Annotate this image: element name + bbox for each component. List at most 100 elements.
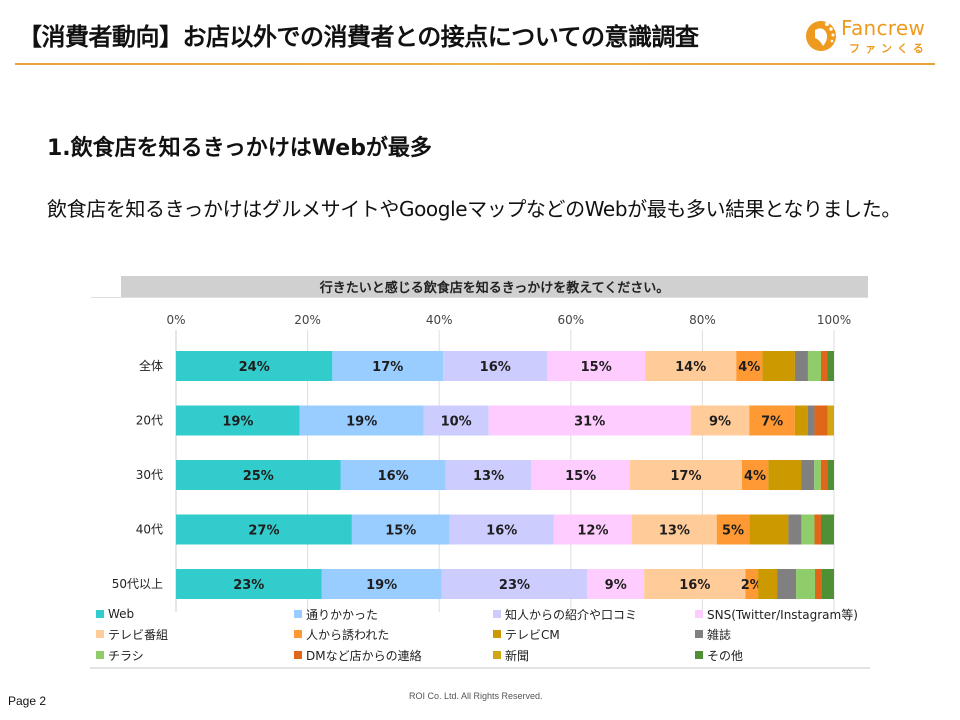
data-label: 4%	[744, 469, 766, 484]
legend-swatch	[96, 630, 104, 638]
legend-divider	[90, 667, 870, 669]
legend-label: 雑誌	[707, 627, 732, 642]
data-label: 24%	[239, 360, 270, 375]
data-label: 16%	[480, 360, 511, 375]
bar-segment	[547, 351, 646, 381]
data-label: 31%	[574, 415, 605, 430]
legend-swatch	[695, 651, 703, 659]
legend-swatch	[294, 610, 302, 618]
bar-segment	[801, 514, 815, 545]
bar-segment	[644, 569, 746, 599]
legend-swatch	[493, 651, 501, 659]
legend-swatch	[96, 651, 104, 659]
category-label: 全体	[139, 358, 163, 373]
data-label: 16%	[679, 578, 710, 593]
x-tick-label: 0%	[166, 313, 185, 327]
legend-item: 通りかかった	[294, 606, 378, 622]
chart-title: 行きたいと感じる飲食店を知るきっかけを教えてください。	[319, 281, 670, 296]
bar-segment	[630, 460, 742, 490]
legend-label: チラシ	[108, 648, 144, 663]
bar-segment	[351, 514, 450, 545]
logo-kana: ファンくる	[849, 42, 929, 55]
data-label: 23%	[233, 578, 264, 593]
data-label: 7%	[761, 415, 783, 430]
data-label: 12%	[577, 524, 608, 539]
bar-segment	[553, 514, 633, 545]
data-label: 15%	[581, 360, 612, 375]
data-label: 15%	[385, 524, 416, 539]
legend-swatch	[294, 651, 302, 659]
legend-item: 雑誌	[695, 626, 731, 642]
bar-segment	[741, 460, 769, 490]
bar-segment	[736, 351, 763, 381]
bar-segment	[445, 460, 532, 490]
legend-swatch	[493, 610, 501, 618]
bar-segment	[821, 569, 834, 599]
bar-segment	[449, 514, 554, 545]
page-title: 【消費者動向】お店以外での消費者との接点についての意識調査	[18, 23, 699, 51]
data-label: 15%	[565, 469, 596, 484]
bar-segment	[423, 405, 489, 436]
data-label: 27%	[248, 524, 279, 539]
page-number: Page 2	[8, 694, 47, 708]
bar-segment	[820, 514, 834, 545]
bar-segment	[794, 351, 808, 381]
legend-label: その他	[707, 648, 744, 663]
data-label: 16%	[486, 524, 517, 539]
data-label: 17%	[372, 360, 403, 375]
legend-label: DMなど店からの連絡	[306, 648, 422, 663]
bar-segment	[807, 405, 815, 436]
legend-label: Web	[108, 607, 135, 621]
bar-segment	[749, 514, 789, 545]
bar-row: 27% 15% 16% 12% 13% 5%	[176, 514, 834, 545]
bar-segment	[587, 569, 645, 599]
data-label: 13%	[473, 469, 504, 484]
bar-segment	[827, 351, 834, 381]
data-label: 19%	[346, 415, 377, 430]
bar-segment	[807, 351, 821, 381]
stacked-bar-chart: 0% 20% 40% 60% 80% 100% 24% 17% 16% 15% 14% 4%19% 1…	[112, 313, 851, 612]
bar-segment	[749, 405, 795, 436]
bar-segment	[788, 514, 802, 545]
section-heading: 1.飲食店を知るきっかけはWebが最多	[47, 136, 432, 161]
legend-swatch	[695, 610, 703, 618]
bar-segment	[176, 569, 322, 599]
bar-row: 25% 16% 13% 15% 17% 4%	[176, 460, 834, 490]
fancrew-logo: Fancrew ファンくる	[804, 14, 944, 58]
bar-segment	[827, 405, 834, 436]
legend-item: その他	[695, 647, 743, 663]
data-label: 23%	[499, 578, 530, 593]
data-label: 16%	[378, 469, 409, 484]
legend-label: 通りかかった	[306, 607, 379, 622]
x-tick-label: 80%	[689, 313, 716, 327]
bar-segment	[176, 514, 352, 545]
legend-item: 新聞	[493, 647, 529, 663]
legend-item: 知人からの紹介や口コミ	[493, 606, 637, 622]
legend-swatch	[695, 630, 703, 638]
x-tick-label: 20%	[294, 313, 321, 327]
fancrew-logo-icon	[806, 21, 836, 51]
legend-item: チラシ	[96, 647, 144, 663]
bar-segment	[815, 569, 822, 599]
bar-row: 19% 19% 10% 31% 9% 7%	[176, 405, 834, 436]
section-body: 飲食店を知るきっかけはグルメサイトやGoogleマップなどのWebが最も多い結果…	[47, 197, 901, 221]
data-label: 10%	[441, 415, 472, 430]
bar-segment	[645, 351, 737, 381]
bar-segment	[690, 405, 750, 436]
data-label: 2%	[741, 578, 763, 593]
x-axis-ticks: 0% 20% 40% 60% 80% 100%	[166, 313, 851, 327]
data-label: 19%	[222, 415, 253, 430]
bar-row: 23% 19% 23% 9% 16% 2%	[176, 569, 834, 599]
chart-legend: Web 通りかかった 知人からの紹介や口コミ SNS(Twitter/Instagra…	[90, 606, 870, 666]
data-label: 17%	[670, 469, 701, 484]
title-divider	[15, 63, 935, 65]
bar-segment	[321, 569, 442, 599]
x-tick-label: 40%	[426, 313, 453, 327]
bar-segment	[762, 351, 795, 381]
x-tick-label: 100%	[817, 313, 851, 327]
bar-segment	[443, 351, 548, 381]
category-label: 40代	[136, 523, 163, 537]
legend-label: 人から誘われた	[306, 627, 390, 642]
legend-swatch	[493, 630, 501, 638]
data-label: 5%	[722, 524, 744, 539]
